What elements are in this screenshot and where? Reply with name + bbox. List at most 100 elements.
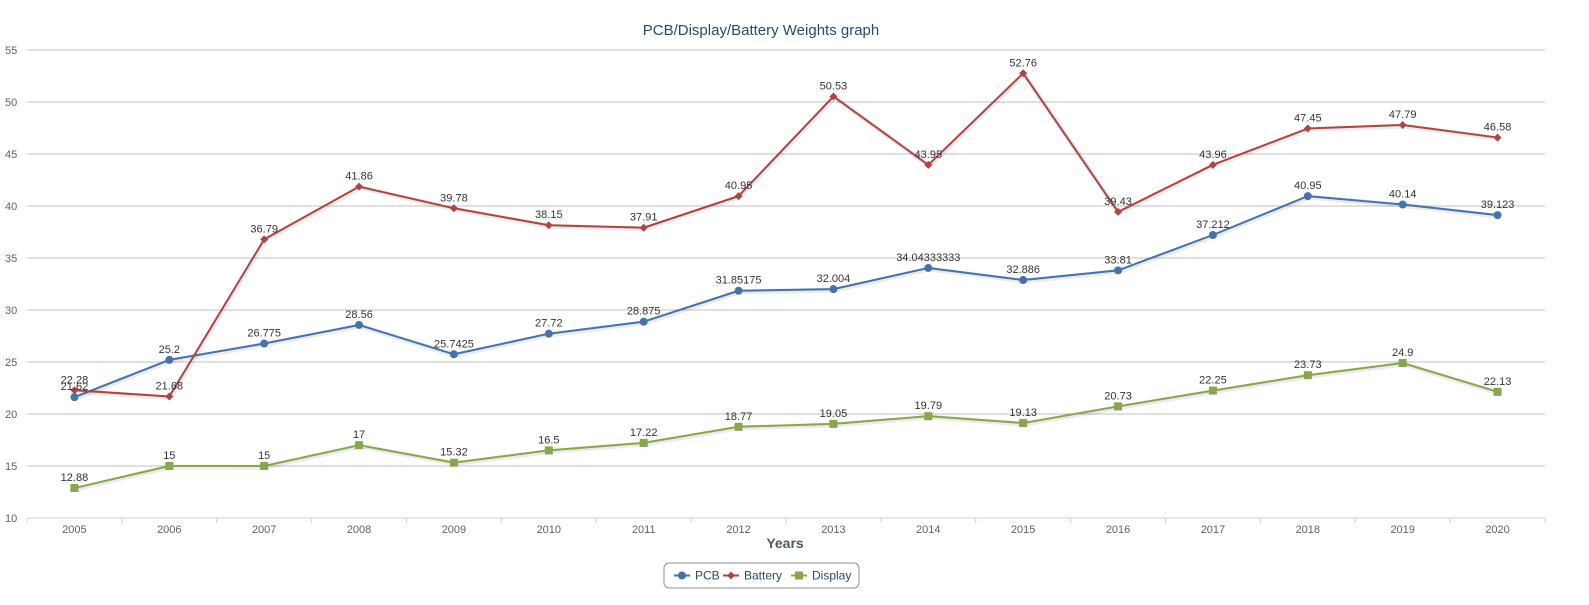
- data-point-battery[interactable]: [449, 204, 458, 213]
- data-label-battery: 40.95: [725, 180, 753, 192]
- data-point-battery[interactable]: [70, 386, 79, 395]
- data-label-display: 22.13: [1484, 376, 1512, 388]
- data-label-battery: 47.79: [1389, 109, 1417, 121]
- legend-marker-battery[interactable]: [727, 571, 735, 580]
- data-point-battery[interactable]: [1114, 207, 1123, 216]
- data-label-pcb: 27.72: [535, 318, 563, 330]
- legend-item-display[interactable]: Display: [791, 569, 851, 583]
- y-tick-label: 20: [5, 409, 17, 421]
- data-point-pcb[interactable]: [449, 350, 458, 359]
- data-point-battery[interactable]: [734, 192, 743, 201]
- data-point-battery[interactable]: [639, 223, 648, 232]
- data-point-display[interactable]: [544, 446, 553, 455]
- data-point-battery[interactable]: [260, 235, 269, 244]
- data-point-battery[interactable]: [1019, 69, 1028, 78]
- data-label-battery: 50.53: [820, 80, 848, 92]
- data-point-pcb[interactable]: [70, 393, 79, 402]
- legend-label: Display: [812, 569, 851, 583]
- data-point-pcb[interactable]: [639, 317, 648, 326]
- data-point-pcb[interactable]: [1114, 266, 1123, 275]
- data-point-display[interactable]: [1208, 386, 1217, 395]
- legend-item-pcb[interactable]: PCB: [674, 569, 720, 583]
- y-tick-label: 45: [5, 149, 17, 161]
- data-point-pcb[interactable]: [355, 320, 364, 329]
- data-point-pcb[interactable]: [165, 355, 174, 364]
- data-point-pcb[interactable]: [260, 339, 269, 348]
- data-label-display: 16.5: [538, 434, 559, 446]
- series-pcb: [70, 192, 1502, 402]
- data-point-pcb[interactable]: [1493, 211, 1502, 220]
- y-tick-label: 10: [5, 513, 17, 525]
- series-line-shadow: [74, 194, 1499, 401]
- y-tick-label: 50: [5, 97, 17, 109]
- data-point-pcb[interactable]: [1398, 200, 1407, 209]
- data-point-display[interactable]: [1114, 402, 1123, 411]
- data-label-battery: 39.78: [440, 192, 468, 204]
- legend-marker-pcb[interactable]: [678, 571, 686, 580]
- data-point-pcb[interactable]: [734, 286, 743, 295]
- data-point-pcb[interactable]: [829, 285, 838, 294]
- data-point-pcb[interactable]: [1208, 230, 1217, 239]
- series-line-battery: [74, 72, 1498, 398]
- y-tick-label: 15: [5, 461, 17, 473]
- series-battery: [70, 69, 1502, 401]
- data-label-display: 15: [163, 450, 175, 462]
- data-label-display: 12.88: [61, 472, 89, 484]
- data-point-display[interactable]: [1019, 419, 1028, 428]
- data-point-battery[interactable]: [355, 182, 364, 191]
- data-point-pcb[interactable]: [1303, 192, 1312, 201]
- data-point-pcb[interactable]: [1019, 275, 1028, 284]
- data-point-pcb[interactable]: [924, 263, 933, 272]
- data-point-battery[interactable]: [165, 392, 174, 401]
- data-point-display[interactable]: [1493, 387, 1502, 396]
- data-point-battery[interactable]: [544, 221, 553, 230]
- data-point-pcb[interactable]: [544, 329, 553, 338]
- data-label-pcb: 21.62: [61, 381, 89, 393]
- gridlines: [27, 49, 1545, 519]
- x-tick-label: 2014: [916, 524, 940, 536]
- data-label-battery: 21.68: [156, 381, 184, 393]
- data-point-battery[interactable]: [1398, 120, 1407, 129]
- data-point-display[interactable]: [924, 412, 933, 421]
- data-point-display[interactable]: [449, 458, 458, 467]
- data-point-display[interactable]: [355, 441, 364, 450]
- data-point-display[interactable]: [639, 438, 648, 447]
- data-label-display: 19.05: [820, 408, 848, 420]
- data-point-battery[interactable]: [1493, 133, 1502, 142]
- data-labels: 21.62 25.2 26.775 28.56 25.7425 27.72 28.875 31…: [61, 57, 1515, 484]
- legend-marker-display[interactable]: [795, 571, 803, 580]
- chart-title: PCB/Display/Battery Weights graph: [643, 22, 880, 39]
- data-point-battery[interactable]: [924, 160, 933, 169]
- data-label-pcb: 32.886: [1006, 264, 1040, 276]
- data-label-battery: 36.79: [250, 223, 278, 235]
- data-label-pcb: 39.123: [1481, 199, 1515, 211]
- data-label-battery: 43.95: [915, 149, 943, 161]
- x-tick-label: 2019: [1390, 524, 1414, 536]
- data-point-display[interactable]: [165, 462, 174, 470]
- data-label-battery: 47.45: [1294, 113, 1322, 125]
- legend-item-battery[interactable]: Battery: [723, 569, 782, 583]
- data-point-display[interactable]: [260, 462, 269, 470]
- data-label-pcb: 37.212: [1196, 219, 1230, 231]
- data-point-battery[interactable]: [1303, 124, 1312, 133]
- x-tick-label: 2020: [1485, 524, 1509, 536]
- series-line-shadow: [74, 361, 1500, 492]
- data-point-display[interactable]: [1398, 359, 1407, 368]
- data-point-battery[interactable]: [1208, 160, 1217, 169]
- series-line-display: [74, 362, 1498, 490]
- data-label-pcb: 28.875: [627, 306, 661, 318]
- data-point-battery[interactable]: [829, 92, 838, 101]
- data-point-display[interactable]: [829, 419, 838, 428]
- data-label-battery: 22.28: [61, 374, 89, 386]
- series-line-shadow: [75, 71, 1499, 401]
- data-point-display[interactable]: [70, 484, 79, 493]
- data-label-pcb: 25.2: [159, 344, 180, 356]
- data-label-pcb: 32.004: [817, 273, 851, 285]
- data-point-display[interactable]: [1303, 371, 1312, 380]
- data-point-display[interactable]: [734, 422, 743, 431]
- data-label-battery: 52.76: [1009, 57, 1037, 69]
- x-axis: 2005 2006 2007 2008 2009 2010 2011 2012 2013 2014…: [26, 517, 1546, 536]
- data-label-pcb: 28.56: [345, 309, 373, 321]
- x-tick-label: 2011: [632, 524, 656, 536]
